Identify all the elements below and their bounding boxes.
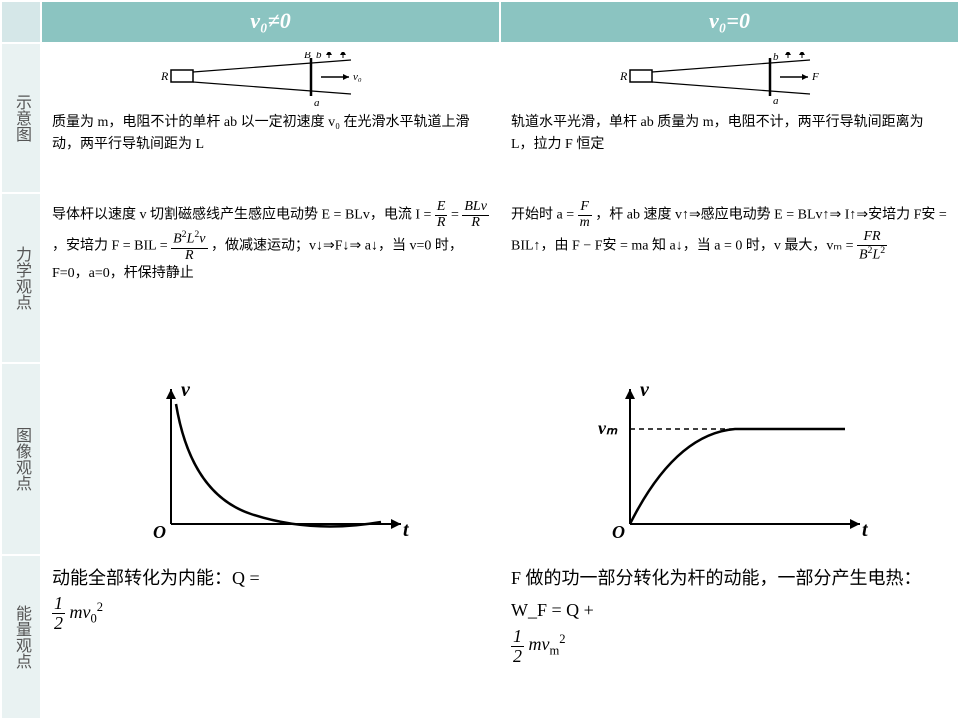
- svg-text:R: R: [620, 69, 628, 83]
- cell-mechanics-right: 开始时 a = Fm ，杆 ab 速度 v↑⇒感应电动势 E = BLv↑⇒ I…: [500, 193, 959, 363]
- origin-label: O: [153, 522, 166, 542]
- header-row: v₀≠0 v₀=0: [1, 1, 959, 43]
- svg-text:v₀: v₀: [353, 71, 362, 83]
- frac-half: 12: [52, 594, 65, 633]
- cell-mechanics-left: 导体杆以速度 v 切割磁感线产生感应电动势 E = BLv，电流 I = ER …: [41, 193, 500, 363]
- svg-text:F: F: [811, 71, 819, 83]
- header-v0-nonzero: v₀≠0: [41, 1, 500, 43]
- header-empty: [1, 1, 41, 43]
- cell-energy-left: 动能全部转化为内能：Q = 12 mv02: [41, 555, 500, 719]
- rowlabel-mechanics: 力学观点: [1, 193, 41, 363]
- energy-left-text: 动能全部转化为内能：Q =: [52, 568, 260, 588]
- circuit-diagram-left: R B b a v₀: [161, 52, 381, 106]
- svg-text:a: a: [314, 97, 320, 106]
- frac-half-r: 12: [511, 627, 524, 666]
- axis-v-label: v: [181, 379, 191, 401]
- header-v0-zero: v₀=0: [500, 1, 959, 43]
- frac-BLv-over-R: BLvR: [462, 200, 489, 230]
- schematic-caption-right: 轨道水平光滑，单杆 ab 质量为 m，电阻不计，两平行导轨间距离为 L，拉力 F…: [511, 112, 948, 157]
- axis-t-label-r: t: [862, 519, 869, 541]
- axis-t-label: t: [403, 519, 410, 541]
- row-mechanics: 力学观点 导体杆以速度 v 切割磁感线产生感应电动势 E = BLv，电流 I …: [1, 193, 959, 363]
- vm-label: vₘ: [598, 418, 618, 438]
- mv02: mv02: [70, 602, 104, 622]
- frac-F-over-m: Fm: [578, 200, 592, 230]
- vt-graph-rise: v t O vₘ: [580, 374, 880, 544]
- cell-graph-right: v t O vₘ: [500, 363, 959, 555]
- mech-left-mid2: ，安培力 F = BIL =: [52, 239, 168, 254]
- cell-graph-left: v t O: [41, 363, 500, 555]
- vt-graph-decay: v t O: [121, 374, 421, 544]
- svg-text:b: b: [316, 52, 322, 61]
- rowlabel-graph: 图像观点: [1, 363, 41, 555]
- rowlabel-schematic: 示意图: [1, 43, 41, 193]
- rowlabel-energy: 能量观点: [1, 555, 41, 719]
- axis-v-label-r: v: [640, 379, 650, 401]
- cell-schematic-left: R B b a v₀ 质量为 m，电阻不计的单杆 ab 以一定初速度 v₀ 在光…: [41, 43, 500, 193]
- svg-text:a: a: [773, 95, 779, 106]
- row-graph: 图像观点 v t O v t O v: [1, 363, 959, 555]
- svg-text:b: b: [773, 52, 779, 63]
- frac-E-over-R: ER: [435, 200, 448, 230]
- mech-left-intro: 导体杆以速度 v 切割磁感线产生感应电动势 E = BLv，电流 I =: [52, 207, 431, 222]
- comparison-table: v₀≠0 v₀=0 示意图 R B b a v₀ 质量: [0, 0, 960, 720]
- mvm2: mvm2: [529, 634, 566, 654]
- frac-B2L2v-over-R: B2L2vR: [171, 230, 207, 263]
- origin-label-r: O: [612, 522, 625, 542]
- cell-schematic-right: R b a F 轨道水平光滑，单杆 ab 质量为 m，电阻不计，两平行导轨间距离…: [500, 43, 959, 193]
- svg-text:R: R: [161, 69, 169, 83]
- eq1: =: [451, 207, 462, 222]
- energy-right-text: F 做的功一部分转化为杆的动能，一部分产生电热：W_F = Q +: [511, 568, 922, 620]
- row-schematic: 示意图 R B b a v₀ 质量为 m，电阻不计的单杆 ab 以一定初速度 v…: [1, 43, 959, 193]
- frac-FR-over-B2L2: FRB2L2: [857, 230, 887, 263]
- svg-text:B: B: [304, 52, 311, 61]
- row-energy: 能量观点 动能全部转化为内能：Q = 12 mv02 F 做的功一部分转化为杆的…: [1, 555, 959, 719]
- schematic-caption-left: 质量为 m，电阻不计的单杆 ab 以一定初速度 v₀ 在光滑水平轨道上滑动，两平…: [52, 112, 489, 157]
- cell-energy-right: F 做的功一部分转化为杆的动能，一部分产生电热：W_F = Q + 12 mvm…: [500, 555, 959, 719]
- mech-right-a: 开始时 a =: [511, 207, 578, 222]
- circuit-diagram-right: R b a F: [620, 52, 840, 106]
